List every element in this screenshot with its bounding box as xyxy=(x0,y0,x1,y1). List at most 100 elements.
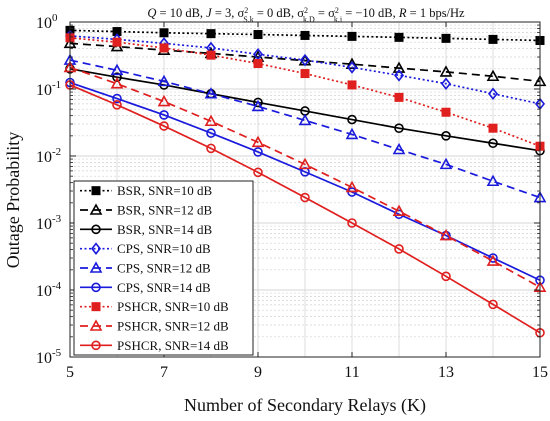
y-tick-label: 100 xyxy=(36,12,58,32)
legend-marker xyxy=(91,302,101,312)
data-point-marker xyxy=(251,135,265,148)
data-point-marker xyxy=(486,69,500,82)
data-point-marker xyxy=(298,113,312,126)
data-point-marker xyxy=(392,204,406,217)
data-point-marker xyxy=(488,123,498,133)
data-point-marker xyxy=(441,107,451,117)
data-point-marker xyxy=(394,123,404,133)
y-tick-base: 10 xyxy=(36,350,52,367)
data-point-marker xyxy=(441,271,451,282)
data-point-marker xyxy=(298,157,312,170)
data-point-marker xyxy=(393,69,405,82)
y-tick-exponent: 0 xyxy=(52,12,58,24)
data-point-marker xyxy=(253,167,263,178)
x-tick-label: 9 xyxy=(254,364,262,381)
data-point-marker xyxy=(392,142,406,155)
y-tick-base: 10 xyxy=(36,15,52,32)
legend-entry: CPS, SNR=10 dB xyxy=(80,241,211,256)
series-8 xyxy=(63,60,547,293)
data-point-marker xyxy=(159,43,169,53)
data-point-marker xyxy=(486,254,500,266)
y-tick-exponent: -4 xyxy=(52,280,62,292)
data-point-marker xyxy=(345,127,359,140)
data-point-marker xyxy=(439,65,453,77)
series-line xyxy=(69,42,541,83)
series-line xyxy=(69,84,541,334)
legend-label: PSHCR, SNR=12 dB xyxy=(117,319,229,334)
legend-marker xyxy=(89,261,103,273)
series-6 xyxy=(65,77,545,286)
data-point-marker xyxy=(300,30,310,40)
x-tick-label: 11 xyxy=(344,364,359,381)
legend-label: PSHCR, SNR=14 dB xyxy=(117,338,229,353)
y-tick-label: 10-3 xyxy=(36,213,62,233)
data-point-marker xyxy=(112,93,122,104)
legend-entry: BSR, SNR=14 dB xyxy=(80,222,212,237)
data-point-marker xyxy=(346,61,358,74)
series-1 xyxy=(65,25,545,45)
y-tick-label: 10-2 xyxy=(36,146,61,166)
y-tick-base: 10 xyxy=(36,82,52,99)
legend-label: BSR, SNR=10 dB xyxy=(117,183,212,198)
x-tick-label: 7 xyxy=(160,364,168,381)
legend-label: CPS, SNR=10 dB xyxy=(117,241,211,256)
chart-title: Q = 10 dB, J = 3, σ2 S,k = 0 dB, σ2 k,D = … xyxy=(147,6,465,24)
data-point-marker xyxy=(206,29,216,39)
legend-entry: BSR, SNR=12 dB xyxy=(80,203,212,218)
x-tick-label: 13 xyxy=(438,364,454,381)
data-point-marker xyxy=(253,97,263,108)
data-point-marker xyxy=(300,192,310,203)
data-point-marker xyxy=(112,72,122,83)
data-point-marker xyxy=(253,59,263,69)
series-line xyxy=(69,67,541,152)
data-point-marker xyxy=(347,114,357,125)
series-line xyxy=(69,66,541,288)
data-point-marker xyxy=(347,80,357,90)
legend-marker xyxy=(89,203,103,215)
x-tick-label: 15 xyxy=(532,364,548,381)
data-point-marker xyxy=(159,28,169,38)
data-point-marker xyxy=(439,157,453,170)
series-layer xyxy=(63,25,547,338)
y-axis-title: Outage Probability xyxy=(3,132,23,268)
y-tick-exponent: -2 xyxy=(52,146,61,158)
legend-label: BSR, SNR=12 dB xyxy=(117,203,212,218)
y-tick-exponent: -3 xyxy=(52,213,62,225)
y-tick-label: 10-4 xyxy=(36,280,62,300)
data-point-marker xyxy=(488,299,498,310)
x-tick-label: 5 xyxy=(66,364,74,381)
data-point-marker xyxy=(110,63,124,76)
y-tick-exponent: -5 xyxy=(52,347,62,359)
data-point-marker xyxy=(253,147,263,157)
legend-marker xyxy=(91,282,101,293)
data-point-marker xyxy=(159,121,169,131)
data-point-marker xyxy=(347,218,357,228)
legend: BSR, SNR=10 dB BSR, SNR=12 dB BSR, SNR=14 … xyxy=(73,180,254,356)
data-point-marker xyxy=(157,74,171,87)
data-point-marker xyxy=(159,110,169,120)
data-point-marker xyxy=(441,33,451,43)
legend-label: CPS, SNR=14 dB xyxy=(117,280,211,295)
legend-marker xyxy=(91,186,101,196)
data-point-marker xyxy=(441,131,451,141)
data-point-marker xyxy=(347,31,357,41)
series-line xyxy=(69,81,541,281)
legend-entry: CPS, SNR=12 dB xyxy=(80,261,211,276)
data-point-marker xyxy=(394,244,404,254)
data-point-marker xyxy=(253,30,263,40)
legend-marker xyxy=(91,224,101,235)
data-point-marker xyxy=(394,32,404,42)
legend-marker xyxy=(90,242,102,255)
data-point-marker xyxy=(488,34,498,44)
legend-entry: PSHCR, SNR=10 dB xyxy=(80,299,229,314)
y-tick-base: 10 xyxy=(36,283,52,300)
data-point-marker xyxy=(157,94,171,107)
data-point-marker xyxy=(439,228,453,241)
data-point-marker xyxy=(251,99,265,112)
series-line xyxy=(69,59,541,199)
y-tick-label: 10-5 xyxy=(36,347,62,367)
y-tick-label: 10-1 xyxy=(36,79,61,99)
legend-label: BSR, SNR=14 dB xyxy=(117,222,212,237)
data-point-marker xyxy=(345,180,359,193)
